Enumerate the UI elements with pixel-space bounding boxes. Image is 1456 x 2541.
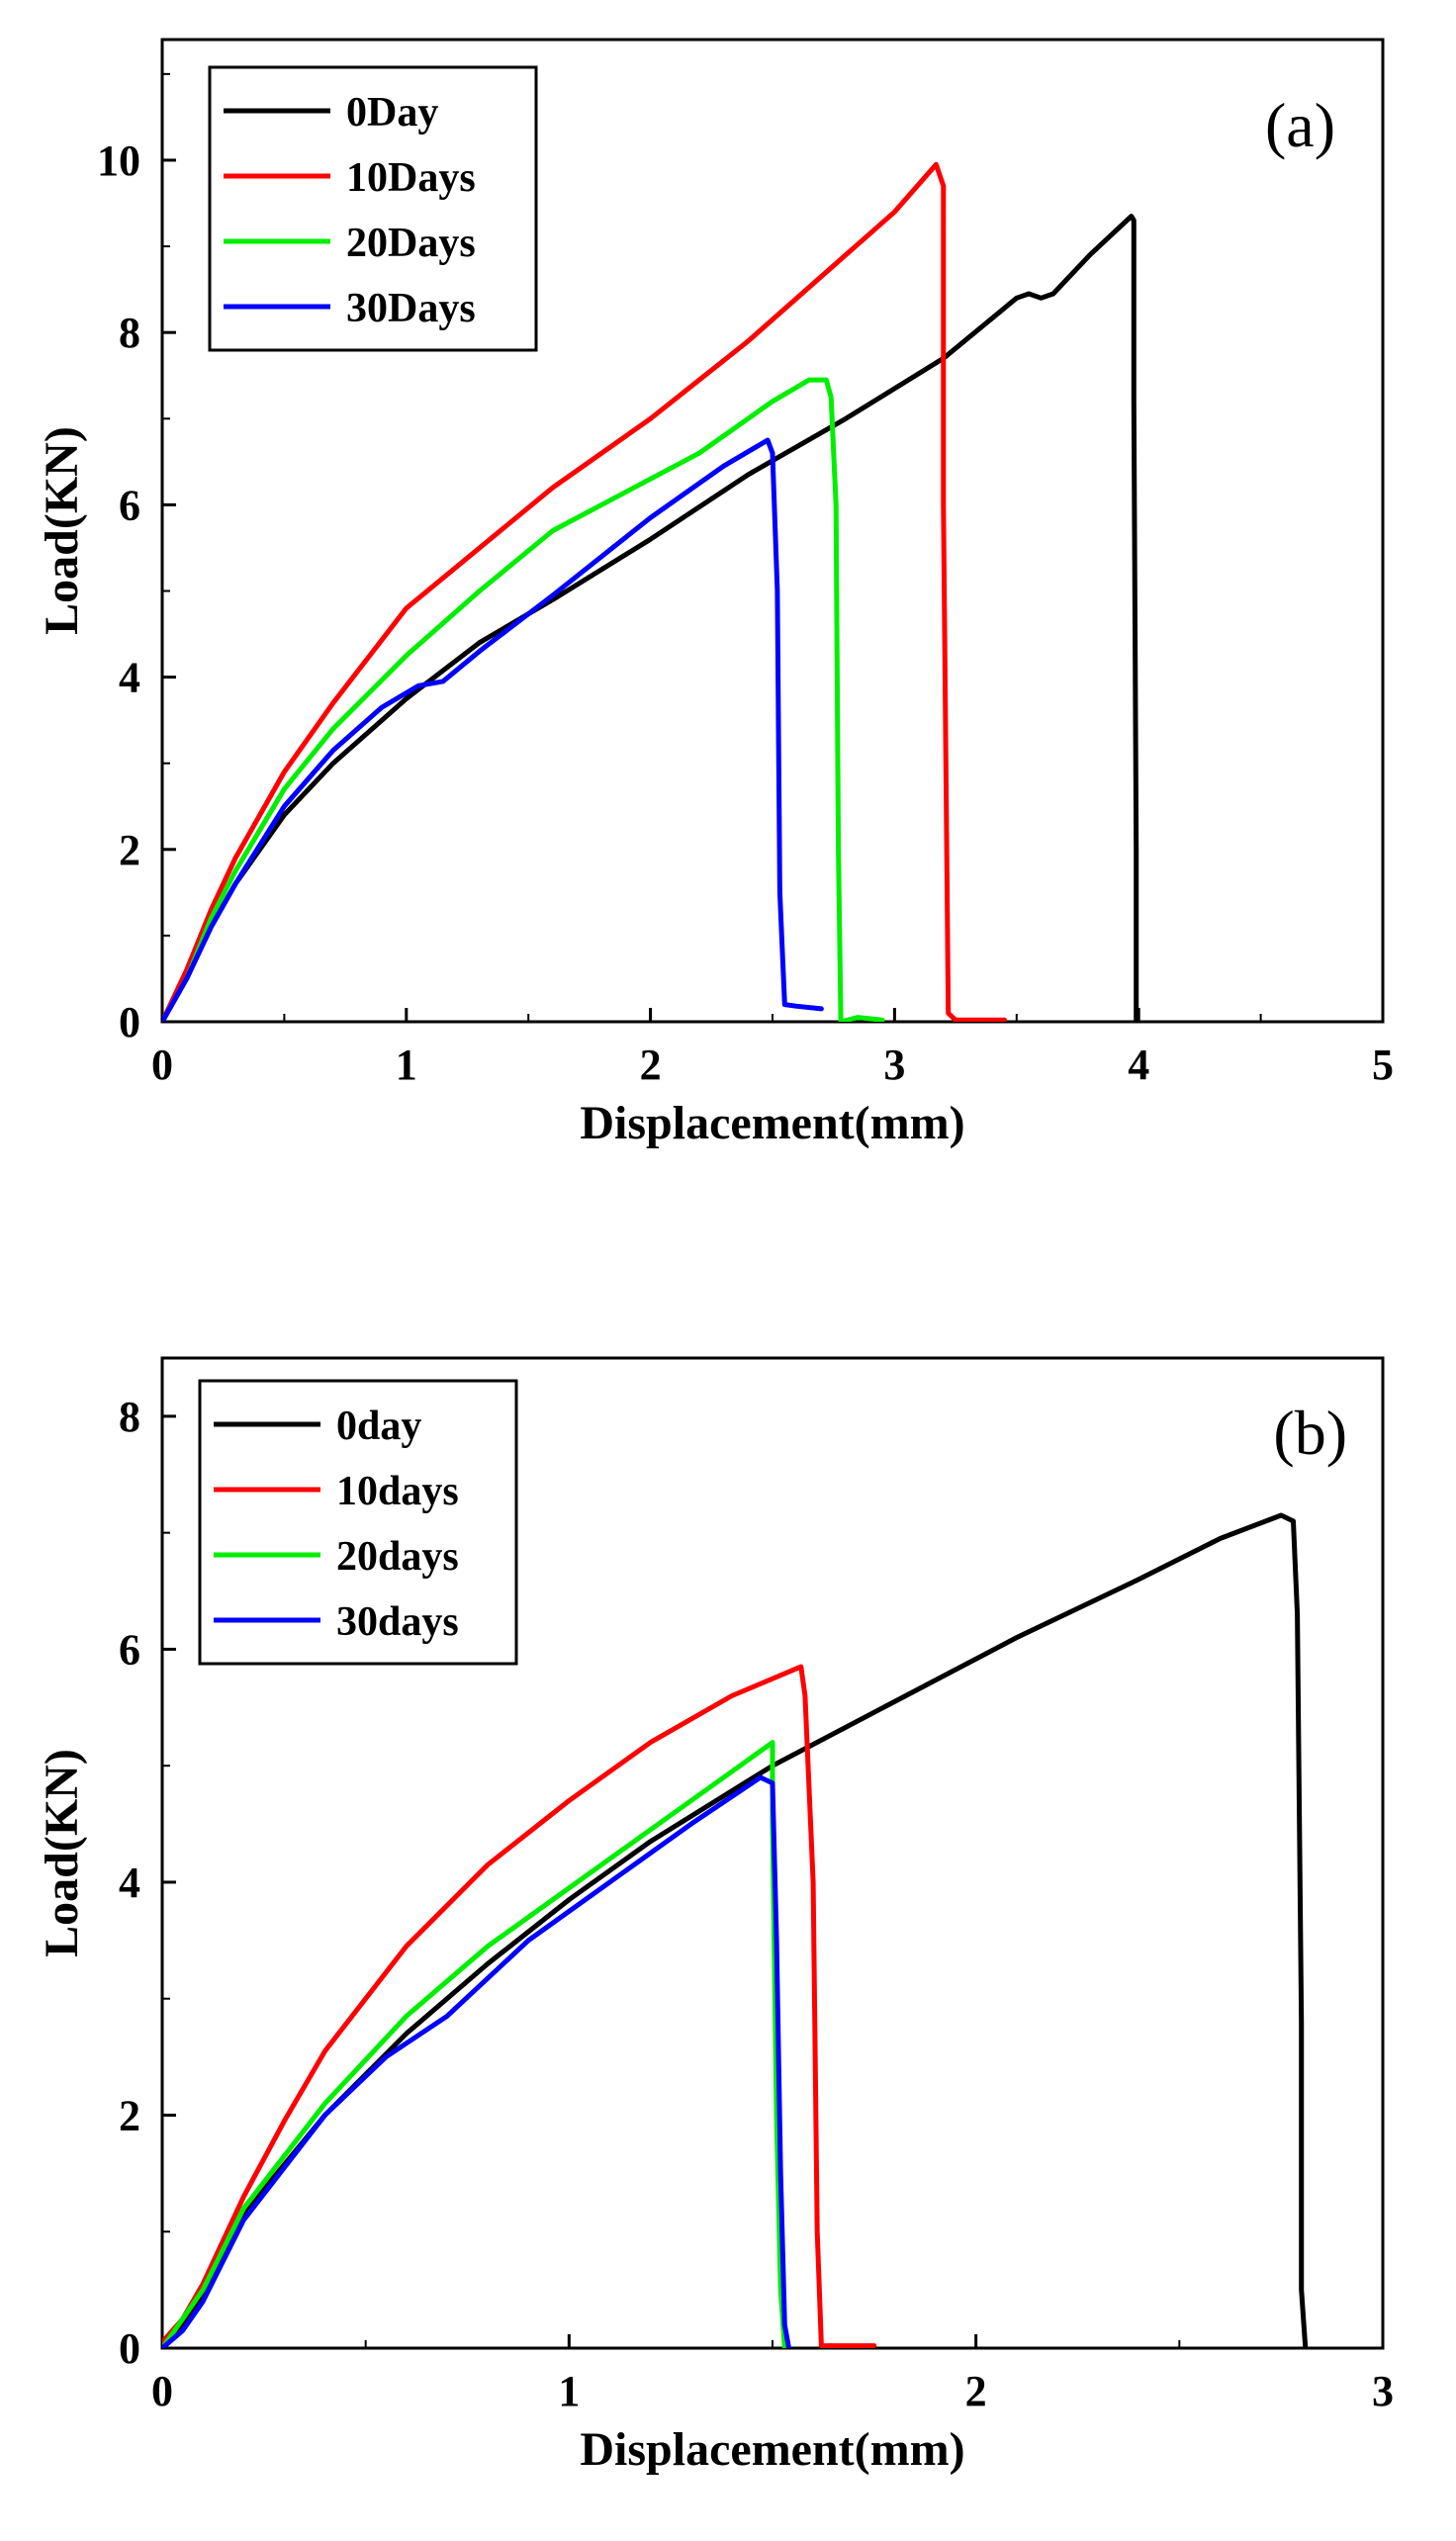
y-axis-title: Load(KN) xyxy=(36,1749,88,1957)
legend-label: 10days xyxy=(336,1469,459,1514)
x-tick-label: 1 xyxy=(558,2367,580,2415)
legend-box xyxy=(208,65,538,352)
panel-label: (b) xyxy=(1273,1398,1347,1468)
legend-label: 20days xyxy=(336,1534,459,1580)
legend-label: 20Days xyxy=(346,221,476,266)
x-tick-label: 1 xyxy=(396,1041,417,1089)
x-tick-label: 2 xyxy=(640,1041,662,1089)
series-line-10Days xyxy=(162,161,1007,1022)
x-axis-title: Displacement(mm) xyxy=(580,2423,964,2476)
y-tick-label: 10 xyxy=(97,136,140,185)
legend-box xyxy=(198,1379,518,1666)
x-tick-label: 0 xyxy=(151,1041,173,1089)
x-axis-title: Displacement(mm) xyxy=(580,1097,964,1149)
x-tick-label: 3 xyxy=(1372,2367,1394,2415)
y-tick-label: 6 xyxy=(119,481,140,529)
legend-label: 30days xyxy=(336,1599,459,1645)
series-line-0Day xyxy=(162,214,1139,1022)
chart-panel-b: 0 1 2 3 0 2 4 6 8 Displacement(mm) Load(KN) 0day 10d… xyxy=(36,1356,1394,2476)
legend-label: 0Day xyxy=(346,90,438,136)
y-tick-label: 0 xyxy=(119,2324,140,2373)
x-tick-label: 2 xyxy=(965,2367,987,2415)
series-line-30days xyxy=(162,1774,791,2348)
series-line-20Days xyxy=(162,377,885,1022)
x-tick-label: 3 xyxy=(883,1041,905,1089)
x-tick-label: 5 xyxy=(1372,1041,1394,1089)
y-tick-label: 0 xyxy=(119,998,140,1046)
panel-label: (a) xyxy=(1265,90,1335,160)
legend-label: 30Days xyxy=(346,286,476,331)
series-line-0day xyxy=(162,1512,1309,2348)
y-tick-label: 8 xyxy=(119,309,140,357)
chart-panel-a: 0 1 2 3 4 5 0 2 4 6 8 10 Displacement(mm) Load(KN) 0Da… xyxy=(36,38,1394,1149)
y-tick-label: 6 xyxy=(119,1625,140,1674)
y-tick-label: 4 xyxy=(119,1859,140,1907)
y-tick-label: 4 xyxy=(119,654,140,702)
x-tick-label: 0 xyxy=(151,2367,173,2415)
series-group xyxy=(162,1512,1309,2348)
y-tick-label: 2 xyxy=(119,2091,140,2139)
legend-label: 0day xyxy=(336,1404,421,1449)
legend: 0Day 10Days 20Days 30Days xyxy=(208,65,538,352)
y-tick-label: 8 xyxy=(119,1393,140,1441)
legend: 0day 10days 20days 30days xyxy=(198,1379,518,1666)
series-group xyxy=(162,161,1139,1022)
series-line-30Days xyxy=(162,437,824,1022)
series-line-10days xyxy=(162,1664,877,2348)
y-axis-title: Load(KN) xyxy=(36,426,88,635)
x-tick-label: 4 xyxy=(1128,1041,1149,1089)
series-line-20days xyxy=(162,1740,787,2348)
y-tick-label: 2 xyxy=(119,826,140,874)
legend-label: 10Days xyxy=(346,155,476,201)
